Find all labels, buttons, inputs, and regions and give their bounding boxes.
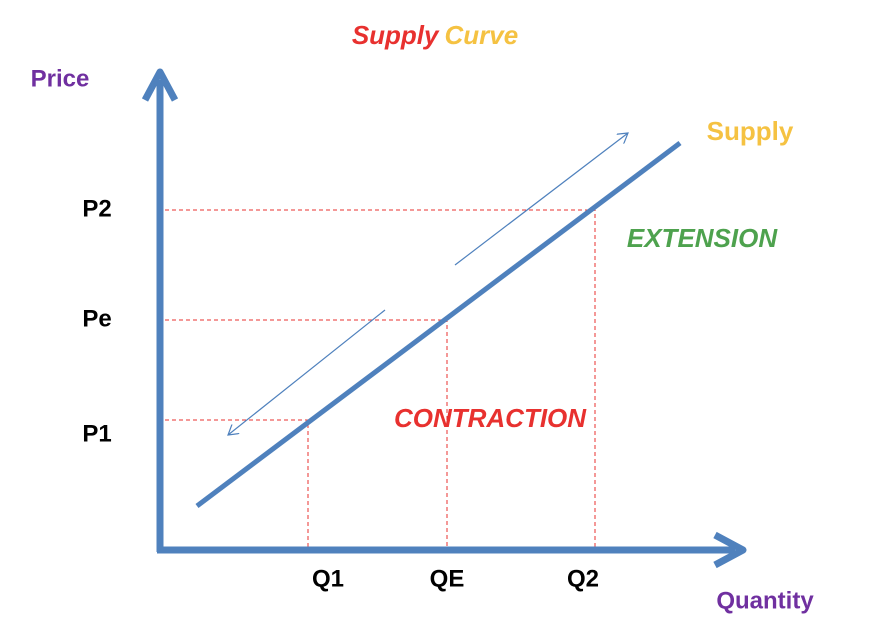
quantity-level: QE [430, 565, 465, 592]
title-first: Supply [352, 20, 440, 50]
y-axis [141, 68, 179, 552]
extension-arrow [454, 133, 628, 266]
quantity-level: Q1 [312, 565, 344, 592]
extension-label: EXTENSION [627, 223, 778, 253]
title-second: Curve [444, 20, 518, 50]
x-axis [157, 531, 747, 569]
x-axis-label: Quantity [716, 587, 814, 614]
curve-label: Supply [707, 116, 794, 146]
price-level: P1 [82, 420, 111, 447]
pe-guide [165, 319, 448, 550]
title: Supply Curve [352, 20, 518, 50]
contraction-arrow [228, 309, 386, 435]
price-level: P2 [82, 195, 111, 222]
quantity-level: Q2 [567, 565, 599, 592]
supply-line [195, 141, 682, 508]
price-level: Pe [82, 305, 111, 332]
y-axis-label: Price [31, 65, 90, 92]
p2-guide [165, 209, 596, 550]
contraction-label: CONTRACTION [394, 403, 587, 433]
